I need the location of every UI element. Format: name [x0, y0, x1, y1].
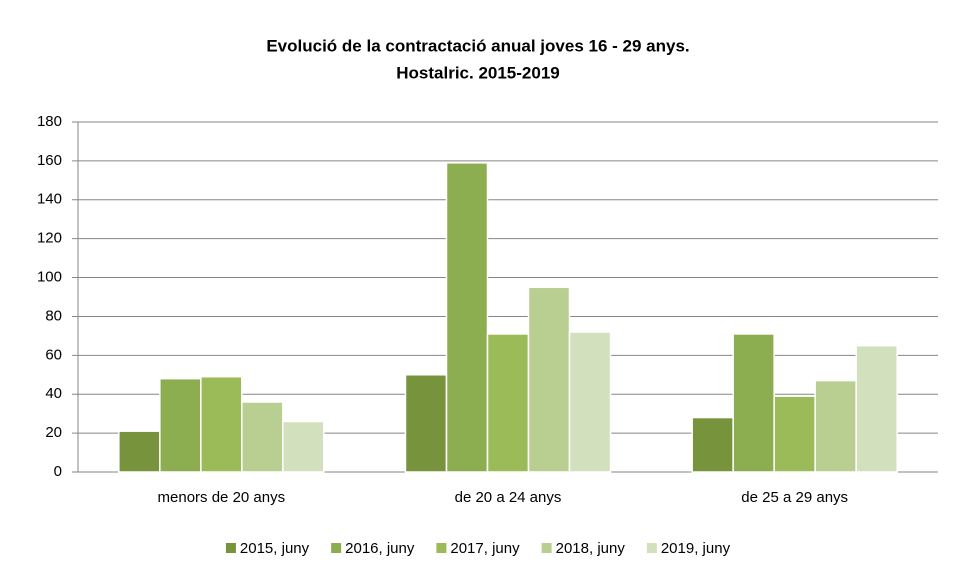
bar: [527, 286, 571, 473]
legend-swatch: [541, 543, 552, 553]
y-tick-label: 160: [37, 152, 62, 169]
x-tick-label: menors de 20 anys: [158, 489, 286, 506]
chart-title: Evolució de la contractació anual joves …: [266, 36, 689, 55]
legend-swatch: [225, 543, 236, 553]
legend-label: 2018, juny: [556, 540, 626, 557]
bar: [159, 377, 202, 473]
y-tick-label: 40: [45, 385, 62, 402]
y-tick-label: 120: [37, 230, 62, 247]
legend-swatch: [436, 543, 447, 553]
bar: [200, 375, 243, 473]
legend-label: 2019, juny: [661, 540, 731, 557]
bar: [282, 420, 325, 473]
legend-label: 2016, juny: [345, 540, 415, 557]
x-tick-label: de 20 a 24 anys: [455, 489, 562, 506]
y-tick-label: 140: [37, 191, 62, 208]
bar: [486, 333, 530, 473]
legend-swatch: [331, 543, 342, 553]
legend-label: 2015, juny: [240, 540, 310, 557]
y-tick-label: 180: [37, 113, 62, 130]
bar: [404, 374, 448, 473]
bar: [118, 430, 161, 473]
y-tick-label: 60: [45, 346, 62, 363]
y-tick-label: 80: [45, 307, 62, 324]
bar: [241, 401, 284, 473]
x-tick-label: de 25 a 29 anys: [741, 489, 848, 506]
bar: [855, 344, 898, 473]
legend-swatch: [646, 543, 657, 553]
chart-title: Hostalric. 2015-2019: [396, 63, 560, 82]
bar: [568, 331, 612, 473]
bar: [732, 333, 775, 473]
y-tick-label: 20: [45, 424, 62, 441]
y-tick-label: 0: [54, 463, 62, 480]
bar: [445, 162, 489, 473]
legend-label: 2017, juny: [450, 540, 520, 557]
bar: [814, 379, 857, 473]
bar: [691, 416, 734, 473]
bar: [773, 395, 816, 473]
y-tick-label: 100: [37, 269, 62, 286]
